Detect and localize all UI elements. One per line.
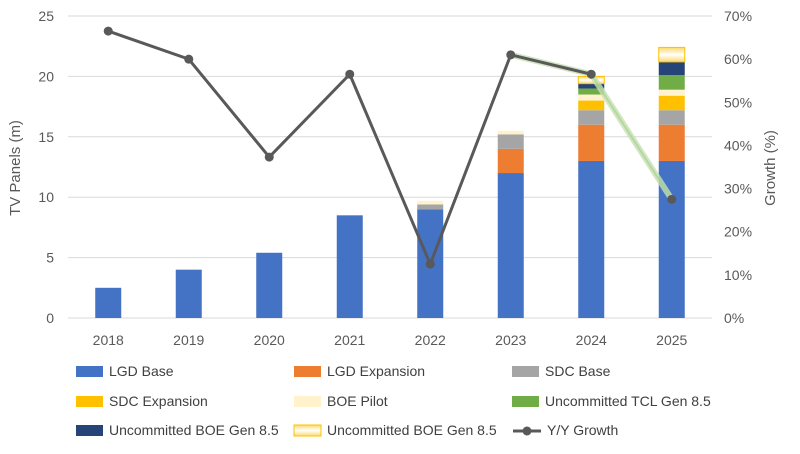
- y2-tick-label: 60%: [724, 51, 752, 67]
- bar-segment: [175, 269, 202, 318]
- bar-segment: [417, 204, 444, 210]
- x-tick-label: 2025: [656, 332, 687, 348]
- gridlines: [68, 15, 712, 319]
- bar-segment: [497, 130, 524, 135]
- bar-segment: [578, 124, 605, 161]
- y2-tick-label: 50%: [724, 94, 752, 110]
- bar-segment: [658, 89, 685, 96]
- bar-series: [95, 46, 686, 318]
- growth-point: [103, 26, 113, 36]
- bar-segment: [256, 252, 283, 318]
- legend-line-marker: [522, 426, 532, 436]
- bar-segment: [336, 215, 363, 318]
- growth-line: [103, 26, 677, 269]
- growth-point: [184, 54, 194, 64]
- bar-segment: [658, 110, 685, 125]
- legend-swatch: [294, 366, 321, 377]
- legend: LGD Base LGD Expansion SDC Base SDC Expansi…: [76, 363, 711, 438]
- y2-tick-label: 30%: [724, 181, 752, 197]
- legend-swatch: [76, 396, 103, 407]
- y-tick-label: 25: [38, 8, 54, 24]
- legend-swatch: [512, 396, 539, 407]
- y2-tick-label: 20%: [724, 224, 752, 240]
- bar-segment: [497, 173, 524, 318]
- bar-segment: [578, 100, 605, 111]
- bar-segment: [658, 46, 686, 63]
- bar-segment: [578, 160, 605, 318]
- x-tick-label: 2019: [173, 332, 204, 348]
- legend-swatch: [76, 366, 103, 377]
- growth-point: [425, 259, 435, 269]
- y2-tick-label: 0%: [724, 310, 744, 326]
- growth-point: [264, 152, 274, 162]
- bar-segment: [497, 134, 524, 149]
- growth-point: [345, 69, 355, 79]
- y2-axis-title: Growth (%): [762, 130, 779, 206]
- bar-segment: [578, 88, 605, 95]
- axes: TV Panels (m) Growth (%) 05101520250%10%…: [7, 8, 779, 348]
- y-tick-label: 15: [38, 129, 54, 145]
- y-tick-label: 20: [38, 68, 54, 84]
- bar-segment: [417, 200, 444, 205]
- bar-segment: [578, 83, 605, 89]
- legend-swatch: [294, 396, 321, 407]
- bar-segment: [658, 124, 685, 161]
- bar-segment: [578, 110, 605, 125]
- growth-line-forecast-path: [590, 73, 673, 200]
- bar-segment: [497, 148, 524, 174]
- legend-label: Uncommitted BOE Gen 8.5: [327, 422, 497, 438]
- legend-label: LGD Expansion: [327, 363, 425, 379]
- y2-tick-label: 70%: [724, 8, 752, 24]
- growth-point: [667, 194, 677, 204]
- legend-label: LGD Base: [109, 363, 174, 379]
- bar-segment: [95, 287, 122, 318]
- legend-swatch: [76, 425, 103, 436]
- bar-segment: [658, 75, 685, 90]
- legend-label: Uncommitted TCL Gen 8.5: [545, 393, 711, 409]
- legend-label: SDC Expansion: [109, 393, 208, 409]
- bar-segment: [658, 61, 685, 76]
- y2-tick-label: 40%: [724, 137, 752, 153]
- x-tick-label: 2018: [93, 332, 124, 348]
- x-tick-label: 2022: [415, 332, 446, 348]
- y-tick-label: 0: [46, 310, 54, 326]
- legend-label: Uncommitted BOE Gen 8.5: [109, 422, 279, 438]
- legend-label: BOE Pilot: [327, 393, 388, 409]
- y-axis-title: TV Panels (m): [7, 120, 24, 216]
- bar-segment: [658, 95, 685, 111]
- legend-swatch: [293, 424, 322, 437]
- x-tick-label: 2024: [576, 332, 607, 348]
- legend-label: Y/Y Growth: [547, 422, 618, 438]
- y2-tick-label: 10%: [724, 267, 752, 283]
- y-tick-label: 10: [38, 189, 54, 205]
- x-tick-label: 2021: [334, 332, 365, 348]
- bar-segment: [578, 94, 605, 101]
- y-tick-label: 5: [46, 250, 54, 266]
- x-tick-label: 2023: [495, 332, 526, 348]
- growth-point: [586, 69, 596, 79]
- legend-label: SDC Base: [545, 363, 611, 379]
- x-tick-label: 2020: [254, 332, 285, 348]
- growth-point: [506, 50, 516, 60]
- legend-swatch: [512, 366, 539, 377]
